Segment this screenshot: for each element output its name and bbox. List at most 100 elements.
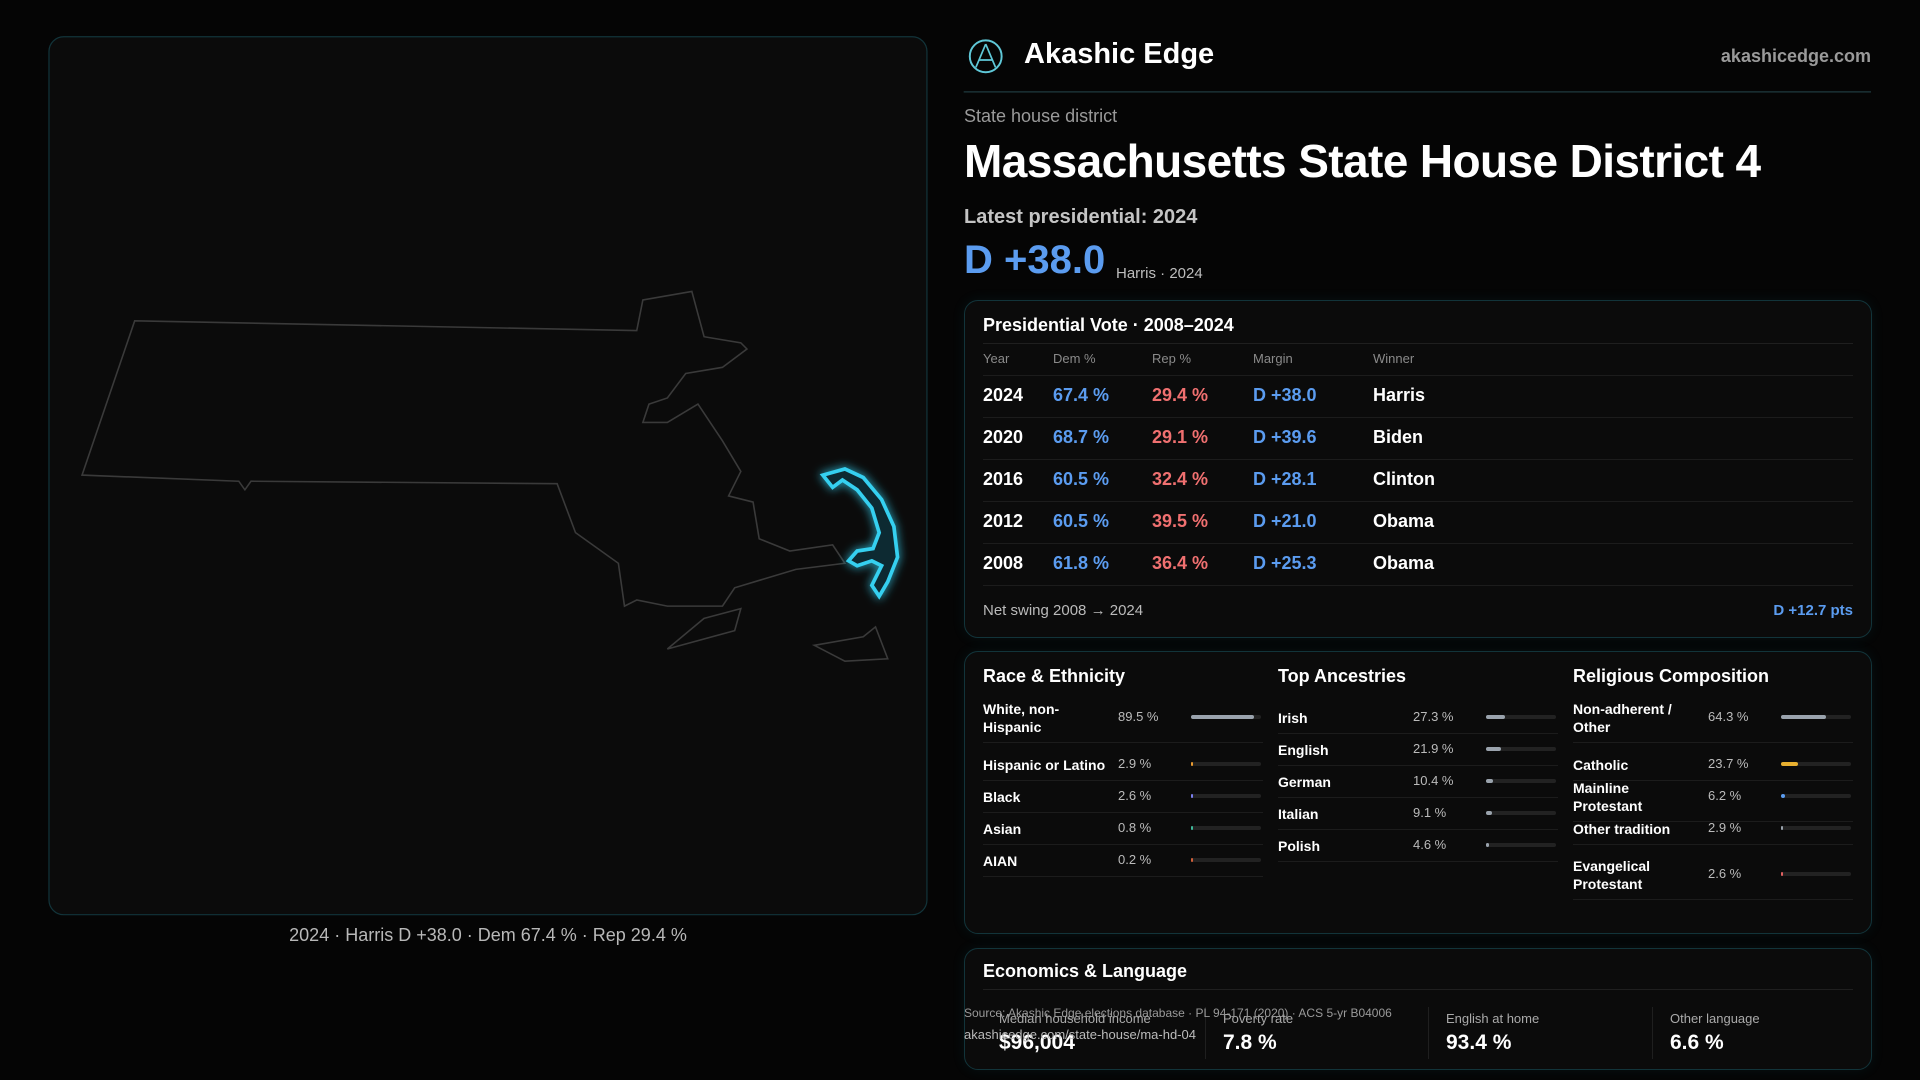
- source-text: Source: Akashic Edge elections database …: [964, 1006, 1392, 1020]
- bar-track: [1781, 826, 1851, 830]
- item-label: Catholic: [1573, 757, 1629, 773]
- item-label: German: [1278, 774, 1331, 790]
- column-header: Margin: [1253, 351, 1293, 366]
- bar: [1191, 715, 1254, 719]
- rule: [1278, 829, 1558, 830]
- swing-label: Net swing 2008 → 2024: [983, 602, 1144, 619]
- bar-track: [1191, 762, 1261, 766]
- islands: [666, 607, 889, 663]
- swing-value: D +12.7 pts: [1773, 602, 1853, 619]
- stat-label: Median household income: [999, 1011, 1151, 1026]
- cell: Harris: [1373, 385, 1426, 405]
- rule: [1573, 821, 1853, 822]
- bar-track: [1191, 826, 1261, 830]
- bar: [1486, 715, 1506, 719]
- cell: 39.5 %: [1152, 511, 1209, 531]
- group-title: Race & Ethnicity: [983, 666, 1126, 686]
- rule: [983, 812, 1263, 813]
- bar: [1781, 762, 1798, 766]
- cell: 2016: [983, 469, 1024, 489]
- rule: [1573, 780, 1853, 781]
- item-value: 10.4 %: [1413, 773, 1454, 788]
- cell: Clinton: [1373, 469, 1435, 489]
- bar: [1781, 715, 1826, 719]
- rule: [983, 375, 1853, 376]
- column-header: Rep %: [1152, 351, 1192, 366]
- cell: 60.5 %: [1053, 469, 1110, 489]
- margin: D +38.0: [964, 238, 1106, 282]
- cell: 61.8 %: [1053, 553, 1110, 573]
- rule: [983, 543, 1853, 544]
- rule: [1278, 861, 1558, 862]
- panel-title: Presidential Vote · 2008–2024: [983, 315, 1234, 335]
- item-value: 9.1 %: [1413, 805, 1447, 820]
- item-label: Evangelical Protestant: [1573, 858, 1651, 892]
- bar-track: [1486, 747, 1556, 751]
- item-value: 0.8 %: [1118, 820, 1152, 835]
- rule: [1573, 899, 1853, 900]
- item-label: Other tradition: [1573, 821, 1671, 837]
- item-label: AIAN: [983, 853, 1018, 869]
- rule: [983, 459, 1853, 460]
- item-label: English: [1278, 742, 1329, 758]
- map-caption: 2024 · Harris D +38.0 · Dem 67.4 % · Rep…: [289, 925, 687, 945]
- cell: Obama: [1373, 553, 1435, 573]
- bar: [1191, 762, 1194, 766]
- bar: [1486, 779, 1494, 783]
- stat-label: Poverty rate: [1223, 1011, 1294, 1026]
- map-panel: [48, 36, 928, 916]
- cell: Biden: [1373, 427, 1424, 447]
- logo: [968, 39, 1003, 74]
- latest-label: Latest presidential: 2024: [964, 206, 1198, 228]
- bar: [1486, 747, 1502, 751]
- rule: [1278, 797, 1558, 798]
- group-title: Top Ancestries: [1278, 666, 1407, 686]
- divider: [1205, 1007, 1206, 1059]
- rule: [983, 585, 1853, 586]
- page-title: Massachusetts State House District 4: [964, 135, 1761, 187]
- bar-track: [1486, 843, 1556, 847]
- bar-track: [1191, 858, 1261, 862]
- item-value: 21.9 %: [1413, 741, 1454, 756]
- rule: [983, 742, 1263, 743]
- item-value: 2.9 %: [1708, 820, 1742, 835]
- item-value: 27.3 %: [1413, 709, 1454, 724]
- item-label: Asian: [983, 821, 1022, 837]
- cell: 67.4 %: [1053, 385, 1110, 405]
- bar: [1486, 811, 1493, 815]
- rule: [983, 876, 1263, 877]
- cell: D +38.0: [1253, 385, 1317, 405]
- divider: [1652, 1007, 1653, 1059]
- item-value: 2.6 %: [1118, 788, 1152, 803]
- cell: 68.7 %: [1053, 427, 1110, 447]
- rule: [983, 780, 1263, 781]
- item-value: 2.9 %: [1118, 756, 1152, 771]
- rule: [1278, 765, 1558, 766]
- bar-track: [1781, 794, 1851, 798]
- stat-value: 7.8 %: [1223, 1031, 1277, 1054]
- rule: [1573, 844, 1853, 845]
- bar-track: [1486, 811, 1556, 815]
- bar: [1191, 826, 1193, 830]
- bar-track: [1191, 794, 1261, 798]
- vote-panel: Presidential Vote · 2008–2024 Year Dem % R…: [964, 300, 1872, 638]
- item-value: 89.5 %: [1118, 709, 1159, 724]
- rule: [983, 989, 1853, 990]
- logo-mark: [975, 43, 997, 68]
- item-label: Mainline Protestant: [1573, 780, 1643, 814]
- cell: 32.4 %: [1152, 469, 1209, 489]
- item-label: Hispanic or Latino: [983, 757, 1106, 773]
- rule: [983, 844, 1263, 845]
- state-outline: [80, 290, 847, 608]
- item-label: Italian: [1278, 806, 1319, 822]
- panel-title: Economics & Language: [983, 961, 1188, 981]
- rule: [983, 343, 1853, 344]
- divider: [1428, 1007, 1429, 1059]
- item-label: Non-adherent / Other: [1573, 701, 1672, 735]
- rule: [1573, 742, 1853, 743]
- bar: [1781, 794, 1786, 798]
- rule: [983, 501, 1853, 502]
- bar: [1191, 794, 1193, 798]
